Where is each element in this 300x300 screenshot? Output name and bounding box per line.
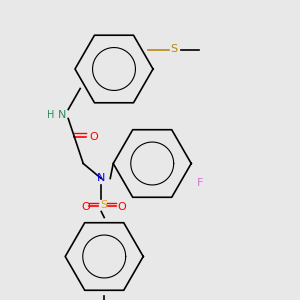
- Text: N: N: [58, 110, 66, 121]
- Text: O: O: [82, 202, 91, 212]
- Text: H: H: [46, 110, 54, 121]
- Text: S: S: [101, 200, 108, 211]
- Text: S: S: [170, 44, 177, 55]
- Text: N: N: [97, 173, 105, 184]
- Text: F: F: [197, 178, 204, 188]
- Text: O: O: [118, 202, 127, 212]
- Text: O: O: [89, 131, 98, 142]
